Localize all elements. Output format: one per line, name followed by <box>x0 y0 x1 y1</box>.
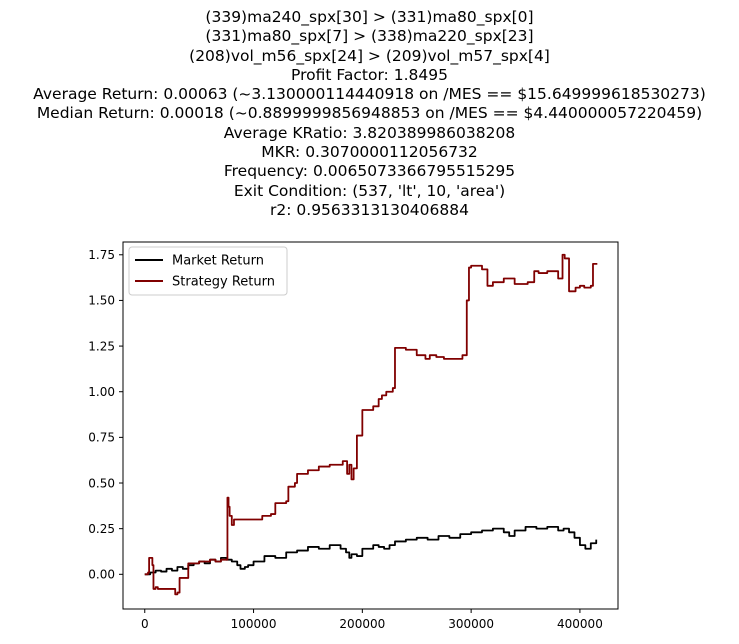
y-tick-label: 1.25 <box>88 339 115 353</box>
x-tick-label: 400000 <box>557 617 603 631</box>
title-line-8: MKR: 0.3070000112056732 <box>261 143 478 162</box>
legend: Market Return Strategy Return <box>128 246 288 296</box>
plot-frame <box>122 241 619 610</box>
legend-box <box>128 246 288 296</box>
title-line-10: Exit Condition: (537, 'lt', 10, 'area') <box>233 181 506 200</box>
y-axis: 0.00 0.25 0.50 0.75 1.00 1.25 1.50 1.75 <box>88 248 123 582</box>
title-line-7: Average KRatio: 3.820389986038208 <box>223 123 516 142</box>
x-tick-label: 300000 <box>448 617 494 631</box>
y-tick-label: 1.50 <box>88 294 115 308</box>
title-line-4: Profit Factor: 1.8495 <box>291 65 448 84</box>
series-line-strategy-return <box>144 253 598 596</box>
y-tick-label: 1.75 <box>88 248 115 262</box>
legend-label-strategy: Strategy Return <box>172 275 275 290</box>
series-line-market-return <box>144 525 598 576</box>
y-tick-label: 0.50 <box>88 476 115 490</box>
title-line-6: Median Return: 0.00018 (~0.8899999856948… <box>36 104 703 123</box>
legend-label-market: Market Return <box>172 254 264 269</box>
y-tick-label: 0.25 <box>88 522 115 536</box>
y-tick-label: 0.75 <box>88 431 115 445</box>
x-tick-label: 200000 <box>339 617 385 631</box>
title-line-1: (339)ma240_spx[30] > (331)ma80_spx[0] <box>205 8 534 26</box>
title-line-5: Average Return: 0.00063 (~3.130000114440… <box>33 85 706 104</box>
x-tick-label: 100000 <box>231 617 277 631</box>
y-tick-label: 1.00 <box>88 385 115 399</box>
title-line-3: (208)vol_m56_spx[24] > (209)vol_m57_spx[… <box>189 46 550 65</box>
x-tick-label: 0 <box>141 617 149 631</box>
y-tick-label: 0.00 <box>88 568 115 582</box>
title-line-9: Frequency: 0.0065073366795515295 <box>223 162 516 181</box>
plot-area <box>144 253 598 596</box>
chart-title: (339)ma240_spx[30] > (331)ma80_spx[0] (3… <box>0 8 739 220</box>
x-axis: 0 100000 200000 300000 400000 <box>141 609 603 631</box>
title-line-2: (331)ma80_spx[7] > (338)ma220_spx[23] <box>205 27 534 46</box>
title-line-11: r2: 0.9563313130406884 <box>270 200 469 219</box>
